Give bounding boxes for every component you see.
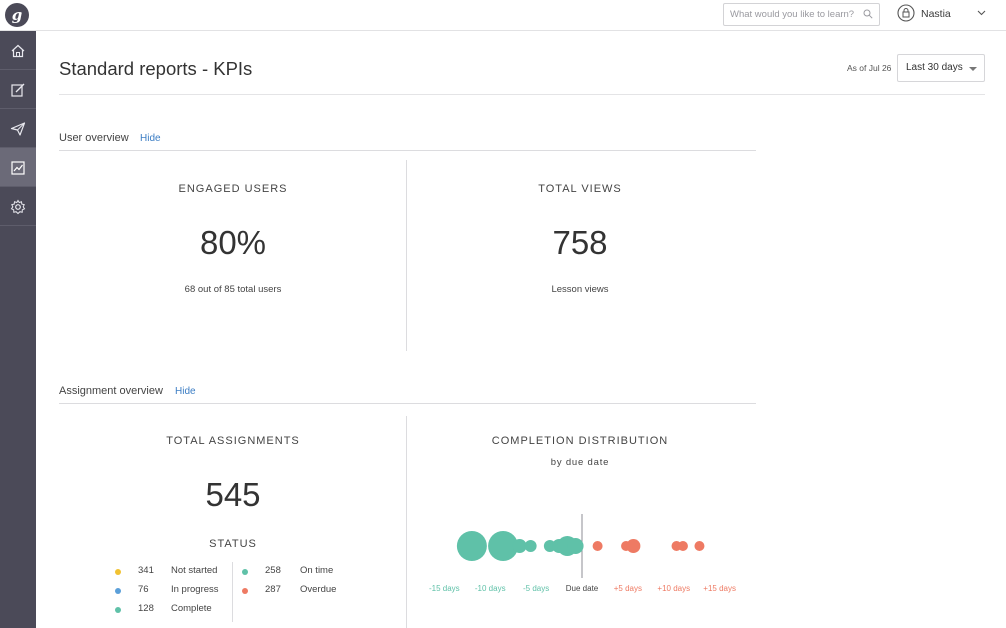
overdue-bubble[interactable] bbox=[626, 539, 641, 553]
sidebar-item-edit[interactable] bbox=[0, 70, 36, 109]
assignment-overview-divider bbox=[59, 403, 756, 404]
home-icon bbox=[11, 44, 25, 58]
engaged-users-title: ENGAGED USERS bbox=[178, 183, 288, 195]
as-of-date: As of Jul 26 bbox=[847, 63, 892, 73]
user-overview-hide-link[interactable]: Hide bbox=[140, 133, 161, 144]
user-overview-label: User overview bbox=[59, 132, 129, 144]
x-tick-label: +10 days bbox=[657, 584, 690, 593]
user-overview-column-divider bbox=[406, 160, 407, 351]
date-range-select[interactable]: Last 30 days bbox=[897, 54, 985, 82]
timing-on-time: 258 On time bbox=[242, 565, 352, 579]
overdue-bubble[interactable] bbox=[694, 541, 705, 551]
total-views-value: 758 bbox=[552, 224, 608, 261]
status-count: 128 bbox=[138, 603, 154, 614]
assignment-overview-label: Assignment overview bbox=[59, 385, 163, 397]
status-dot bbox=[115, 588, 121, 594]
timing-overdue: 287 Overdue bbox=[242, 584, 352, 598]
send-icon bbox=[10, 122, 26, 136]
x-tick-label: -10 days bbox=[475, 584, 506, 593]
app-logo[interactable]: g bbox=[5, 3, 29, 27]
on-time-bubble[interactable] bbox=[456, 531, 487, 561]
top-bar: g What would you like to learn? Nastia bbox=[0, 0, 1006, 31]
sidebar-item-send[interactable] bbox=[0, 109, 36, 148]
on-time-bubble[interactable] bbox=[567, 538, 584, 554]
x-tick-label: +15 days bbox=[703, 584, 736, 593]
status-count: 76 bbox=[138, 584, 149, 595]
timing-label: On time bbox=[300, 565, 334, 576]
search-placeholder: What would you like to learn? bbox=[730, 9, 855, 20]
x-tick-label: +5 days bbox=[614, 584, 642, 593]
x-tick-label: -5 days bbox=[523, 584, 549, 593]
on-time-bubble[interactable] bbox=[488, 531, 519, 561]
timing-dot bbox=[242, 588, 248, 594]
assignment-overview-column-divider bbox=[406, 416, 407, 628]
status-label: In progress bbox=[171, 584, 219, 595]
engaged-users-value: 80% bbox=[199, 224, 267, 261]
overdue-bubble[interactable] bbox=[592, 541, 603, 551]
sidebar-item-reports[interactable] bbox=[0, 148, 36, 187]
timing-label: Overdue bbox=[300, 584, 337, 595]
caret-down-icon bbox=[969, 67, 977, 71]
status-not-started: 341 Not started bbox=[115, 565, 235, 579]
status-complete: 128 Complete bbox=[115, 603, 235, 617]
edit-icon bbox=[11, 83, 25, 97]
search-icon[interactable] bbox=[863, 9, 873, 19]
sidebar bbox=[0, 31, 36, 628]
status-count: 341 bbox=[138, 565, 154, 576]
total-assignments-value: 545 bbox=[205, 476, 261, 513]
status-label: Not started bbox=[171, 565, 218, 576]
sidebar-item-home[interactable] bbox=[0, 31, 36, 70]
header-divider bbox=[59, 94, 985, 95]
timing-dot bbox=[242, 569, 248, 575]
timing-count: 287 bbox=[265, 584, 281, 595]
total-views-subtext: Lesson views bbox=[551, 284, 609, 295]
chart-icon bbox=[11, 161, 25, 175]
completion-distribution-chart: -15 days -10 days -5 days Due date +5 days +1… bbox=[429, 514, 736, 593]
completion-distribution-title: COMPLETION DISTRIBUTION bbox=[491, 435, 669, 447]
status-dot bbox=[115, 569, 121, 575]
user-avatar-icon[interactable] bbox=[897, 4, 915, 22]
status-in-progress: 76 In progress bbox=[115, 584, 235, 598]
page-title: Standard reports - KPIs bbox=[59, 58, 253, 79]
completion-distribution-subtitle: by due date bbox=[550, 457, 610, 468]
on-time-bubble[interactable] bbox=[512, 539, 527, 553]
timing-count: 258 bbox=[265, 565, 281, 576]
assignment-overview-hide-link[interactable]: Hide bbox=[175, 386, 196, 397]
engaged-users-subtext: 68 out of 85 total users bbox=[184, 284, 282, 295]
status-label: Complete bbox=[171, 603, 212, 614]
total-assignments-title: TOTAL ASSIGNMENTS bbox=[166, 435, 300, 447]
gear-icon bbox=[10, 199, 26, 215]
overdue-bubble[interactable] bbox=[677, 541, 688, 551]
search-input[interactable]: What would you like to learn? bbox=[723, 3, 880, 26]
date-range-value: Last 30 days bbox=[906, 62, 963, 73]
total-views-title: TOTAL VIEWS bbox=[538, 183, 622, 195]
x-tick-label: -15 days bbox=[429, 584, 460, 593]
status-title: STATUS bbox=[209, 538, 257, 550]
user-name[interactable]: Nastia bbox=[921, 8, 951, 20]
on-time-bubble[interactable] bbox=[524, 540, 537, 552]
chevron-down-icon[interactable] bbox=[977, 10, 986, 16]
user-overview-divider bbox=[59, 150, 756, 151]
status-legend-divider bbox=[232, 562, 233, 622]
x-tick-label: Due date bbox=[566, 584, 599, 593]
status-dot bbox=[115, 607, 121, 613]
sidebar-item-settings[interactable] bbox=[0, 187, 36, 226]
